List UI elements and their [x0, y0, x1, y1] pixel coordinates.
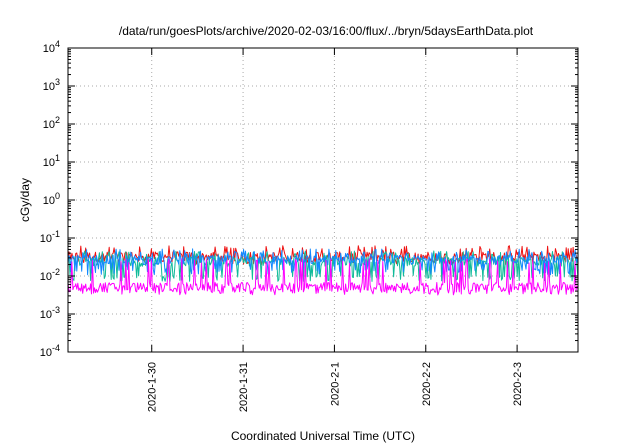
y-tick-label: 10-1: [40, 229, 60, 245]
x-tick-label: 2020-1-30: [147, 362, 159, 412]
y-tick-label: 102: [43, 115, 60, 131]
x-tick-label: 2020-2-1: [329, 362, 341, 406]
chart-title: /data/run/goesPlots/archive/2020-02-03/1…: [119, 24, 534, 38]
y-axis-label: cGy/day: [18, 178, 32, 222]
y-tick-label: 100: [43, 191, 60, 207]
y-tick-label: 101: [43, 153, 60, 169]
series-line: [67, 248, 579, 276]
series-layer: [67, 245, 579, 296]
y-tick-label: 10-3: [40, 305, 60, 321]
x-tick-label: 2020-2-3: [512, 362, 524, 406]
y-tick-label: 104: [43, 39, 60, 55]
grid-lines: [68, 48, 578, 352]
series-line: [67, 258, 579, 296]
y-tick-label: 10-4: [40, 343, 60, 359]
x-axis-label: Coordinated Universal Time (UTC): [231, 429, 415, 443]
y-axis: 10-4 10-3 10-2 10-1 100 101 102 103 104: [40, 39, 578, 359]
y-tick-label: 103: [43, 77, 60, 93]
y-tick-label: 10-2: [40, 267, 60, 283]
x-axis: 2020-1-30 2020-1-31 2020-2-1 2020-2-2 2020-2…: [147, 48, 524, 412]
x-tick-label: 2020-2-2: [421, 362, 433, 406]
x-tick-label: 2020-1-31: [238, 362, 250, 412]
